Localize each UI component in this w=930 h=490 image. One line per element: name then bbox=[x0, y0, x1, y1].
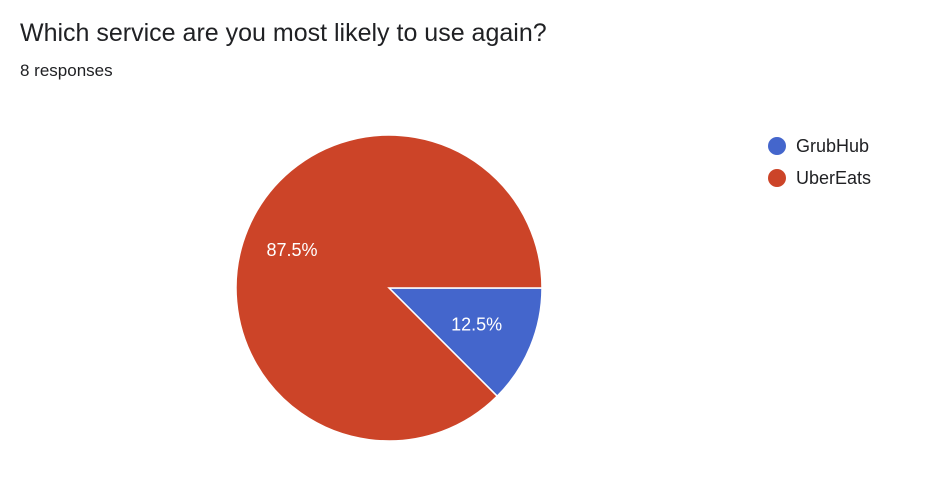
legend-swatch-ubereats bbox=[768, 169, 786, 187]
pie-slice-ubereats[interactable] bbox=[235, 134, 543, 442]
slice-label-ubereats: 87.5% bbox=[266, 240, 317, 260]
legend-label-ubereats: UberEats bbox=[796, 168, 872, 188]
legend-item-ubereats[interactable]: UberEats bbox=[768, 166, 871, 190]
chart-legend: GrubHub UberEats bbox=[768, 134, 871, 198]
slice-label-grubhub: 12.5% bbox=[451, 314, 502, 334]
chart-title: Which service are you most likely to use… bbox=[20, 19, 547, 47]
legend-item-grubhub[interactable]: GrubHub bbox=[768, 134, 871, 158]
legend-swatch-grubhub bbox=[768, 137, 786, 155]
pie-slice-grubhub[interactable] bbox=[387, 287, 543, 398]
response-count: 8 responses bbox=[20, 61, 113, 80]
legend-label-grubhub: GrubHub bbox=[796, 136, 870, 156]
